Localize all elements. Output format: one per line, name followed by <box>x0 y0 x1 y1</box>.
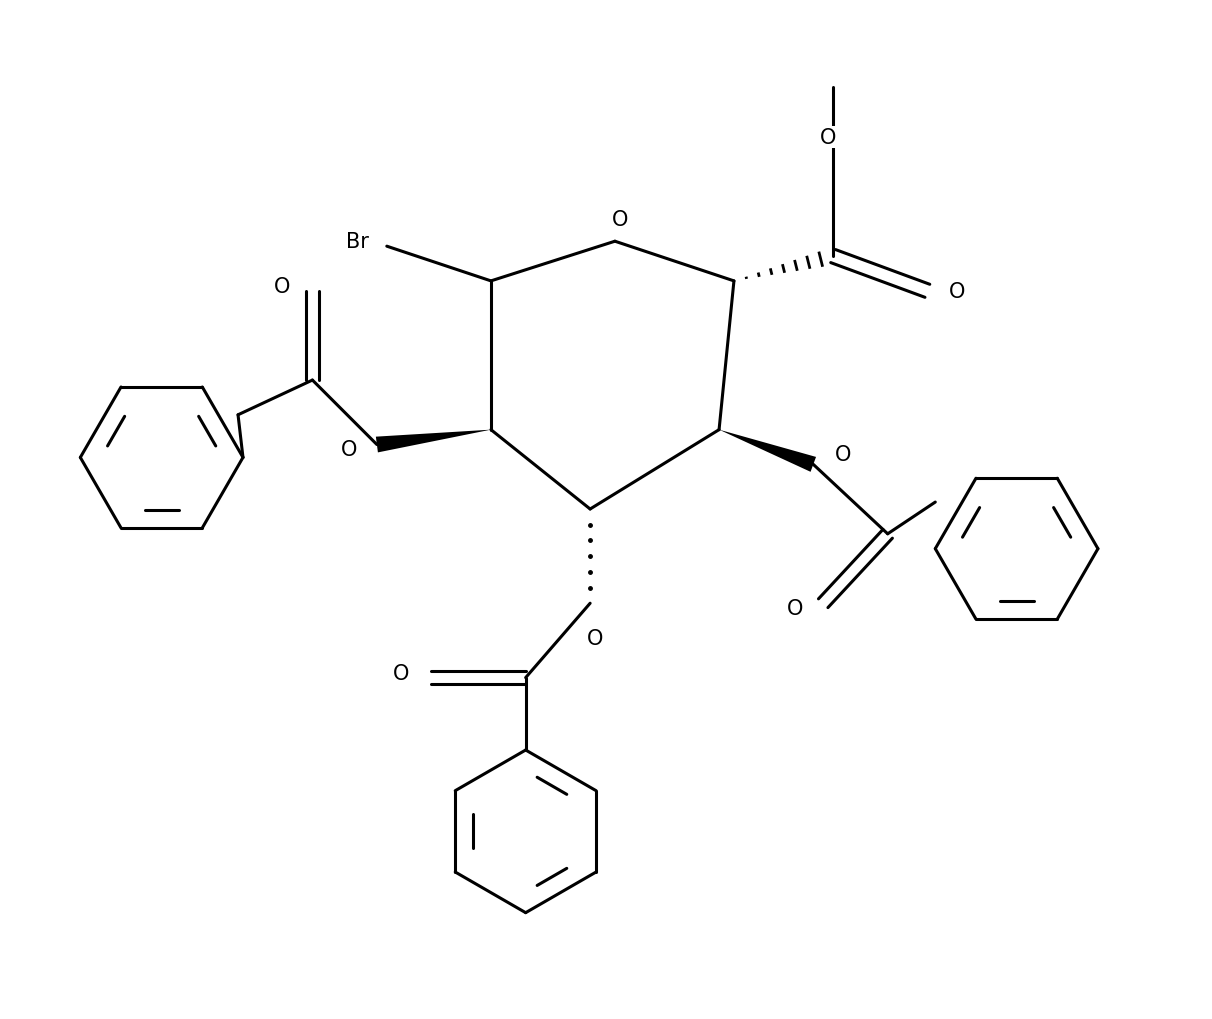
Text: O: O <box>821 127 836 148</box>
Text: O: O <box>393 663 410 683</box>
Text: O: O <box>587 629 604 648</box>
Text: O: O <box>835 445 852 465</box>
Text: O: O <box>274 276 291 297</box>
Text: O: O <box>612 210 628 230</box>
Text: O: O <box>787 598 804 619</box>
Text: O: O <box>949 281 966 302</box>
Polygon shape <box>376 430 491 453</box>
Text: Br: Br <box>347 232 368 252</box>
Text: O: O <box>341 440 358 460</box>
Polygon shape <box>719 430 816 473</box>
